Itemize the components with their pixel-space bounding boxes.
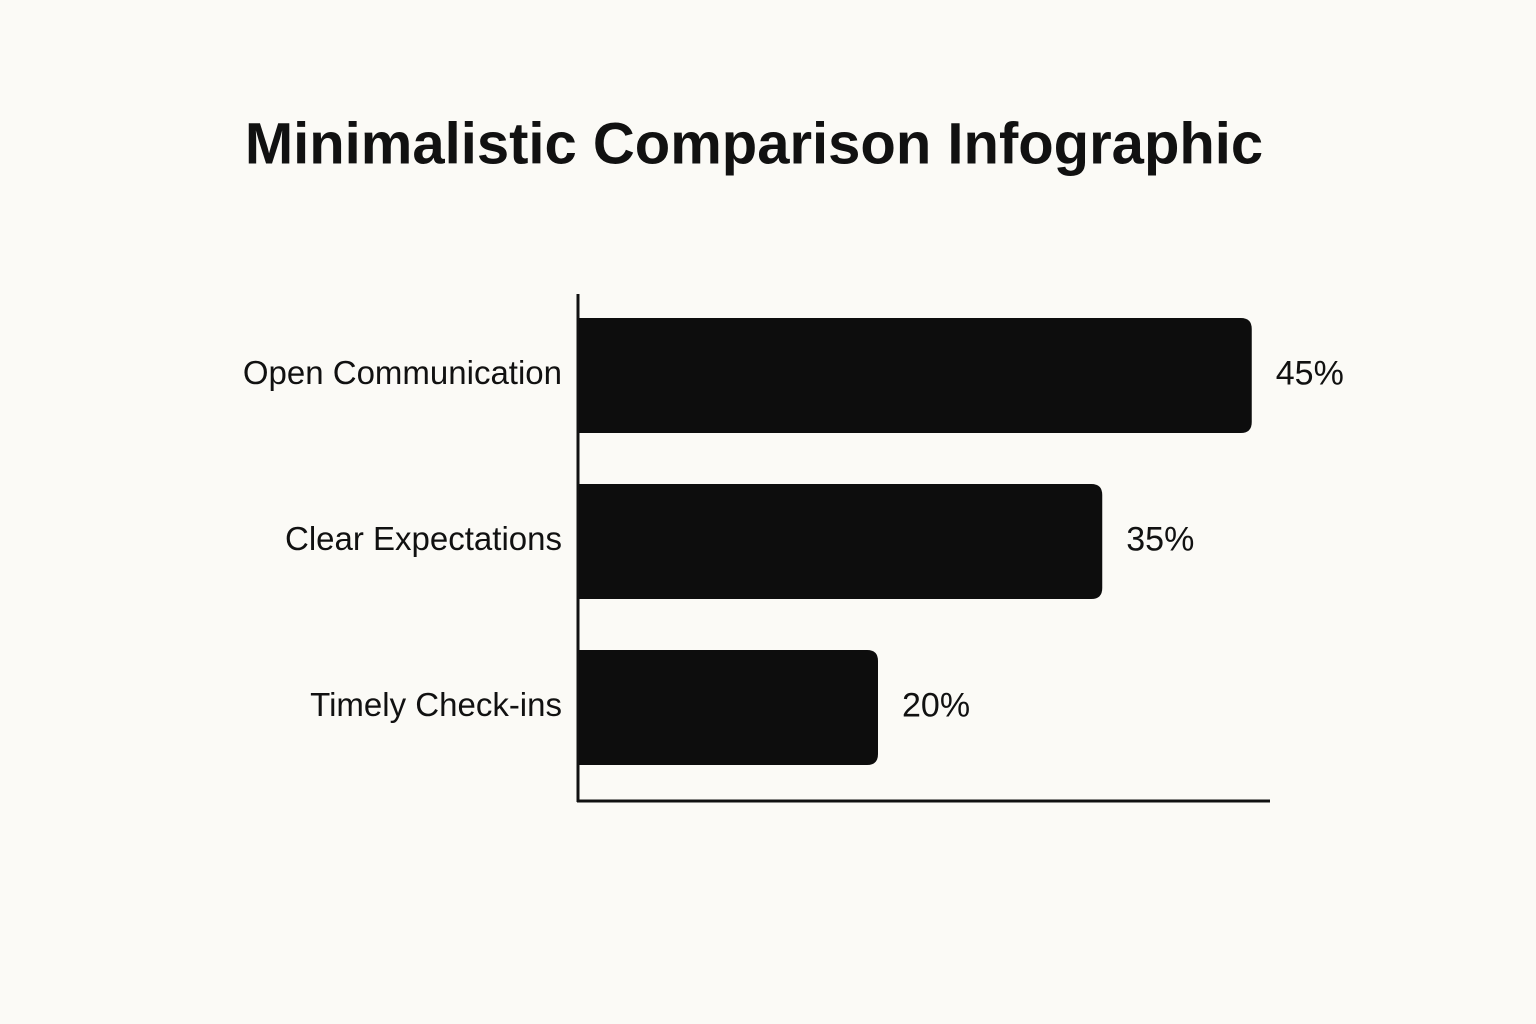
bar xyxy=(579,318,1252,433)
value-label: 45% xyxy=(1276,354,1344,392)
category-label: Timely Check-ins xyxy=(310,686,562,723)
bar xyxy=(579,484,1103,599)
category-label: Open Communication xyxy=(243,354,562,391)
value-label: 35% xyxy=(1126,520,1194,558)
chart-title: Minimalistic Comparison Infographic xyxy=(245,111,1263,176)
value-label: 20% xyxy=(902,686,970,724)
bar xyxy=(579,650,878,765)
category-label: Clear Expectations xyxy=(285,520,562,557)
